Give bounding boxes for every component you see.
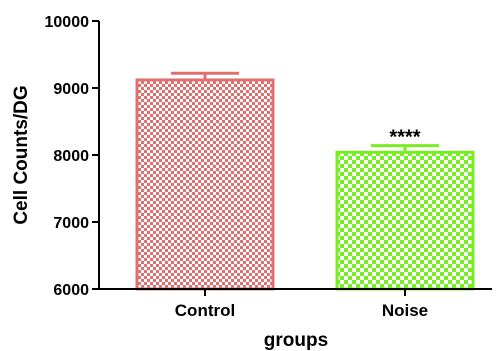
- error-bars-layer: [171, 71, 439, 153]
- x-axis-title: groups: [264, 330, 328, 351]
- bar-control: [135, 78, 275, 291]
- bar-noise: [335, 150, 475, 291]
- x-ticks: Control Noise: [175, 289, 428, 320]
- x-tick-label-control: Control: [175, 301, 235, 320]
- y-tick-label: 8000: [53, 148, 89, 165]
- y-tick-label: 6000: [53, 282, 89, 299]
- x-tick-label-noise: Noise: [382, 301, 428, 320]
- y-tick-label: 7000: [53, 215, 89, 232]
- y-tick-label: 10000: [45, 14, 90, 31]
- annotations: ****: [389, 127, 420, 149]
- y-ticks: 6000 7000 8000 9000 10000: [45, 14, 99, 299]
- significance-label: ****: [389, 127, 420, 149]
- y-axis-title: Cell Counts/DG: [11, 85, 32, 224]
- y-tick-label: 9000: [53, 81, 89, 98]
- bars-layer: [135, 78, 475, 291]
